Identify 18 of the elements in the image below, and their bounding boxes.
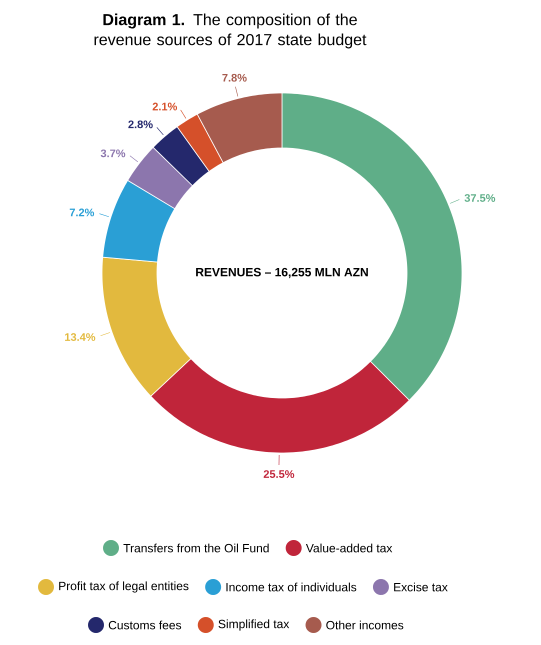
data-label: 37.5% — [464, 194, 496, 202]
data-label: 13.4% — [65, 333, 96, 341]
legend-label: Excise tax — [394, 582, 448, 592]
legend-label: Value-added tax — [306, 544, 392, 552]
data-label: 2.1% — [152, 102, 178, 110]
data-label: 3.7% — [100, 149, 126, 158]
data-label: 7.8% — [222, 74, 247, 82]
text: REVENUES – 16,255 MLN AZN — [196, 268, 368, 278]
legend-label: Customs fees — [108, 620, 182, 630]
data-label: 7.2% — [70, 208, 94, 216]
legend-label: Profit tax of legal entities — [59, 581, 188, 593]
legend-label: Income tax of individuals — [226, 582, 356, 592]
data-label: 25.5% — [264, 470, 294, 478]
chart-title: Diagram 1. The composition of the revenue sources of 2017 state budget — [94, 14, 366, 48]
legend-label: Other incomes — [326, 620, 404, 630]
legend-label: Simplified tax — [218, 619, 290, 631]
data-label: 2.8% — [128, 120, 153, 128]
legend-label: Transfers from the Oil Fund — [123, 544, 269, 552]
